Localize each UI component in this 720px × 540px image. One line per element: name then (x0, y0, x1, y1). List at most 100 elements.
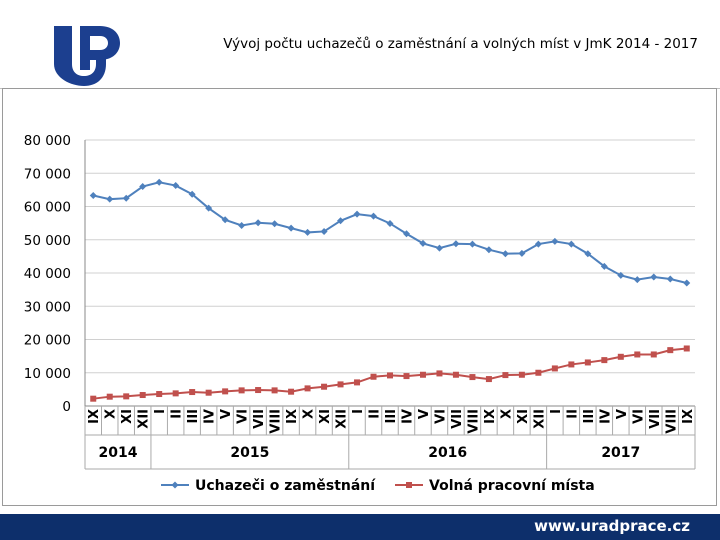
data-point (683, 279, 691, 287)
y-tick-label: 0 (62, 399, 71, 415)
y-tick-label: 40 000 (24, 266, 71, 282)
data-point (469, 374, 476, 381)
x-tick-label: VIII (466, 409, 481, 434)
data-point (337, 381, 344, 388)
data-point (353, 210, 361, 218)
x-tick-label: II (565, 409, 580, 419)
data-point (370, 212, 378, 220)
x-tick-label: IX (285, 409, 300, 424)
y-tick-label: 60 000 (24, 200, 71, 216)
data-point (419, 371, 426, 378)
data-point (468, 240, 476, 248)
data-point (601, 357, 608, 364)
data-point (90, 395, 97, 402)
data-point (287, 224, 295, 232)
x-tick-label: IX (681, 409, 696, 424)
x-tick-label: V (219, 409, 234, 419)
data-point (518, 249, 526, 257)
data-point (188, 190, 196, 198)
year-label: 2014 (98, 445, 137, 461)
data-point (205, 204, 213, 212)
x-tick-label: VI (236, 409, 251, 424)
y-tick-label: 70 000 (24, 166, 71, 182)
year-label: 2015 (230, 445, 269, 461)
data-point (551, 365, 558, 372)
x-tick-label: III (384, 409, 399, 424)
legend-swatch-marker (406, 482, 412, 488)
data-point (122, 194, 130, 202)
data-point (189, 389, 196, 396)
data-point (255, 387, 262, 394)
x-tick-label: IX (87, 409, 102, 424)
x-tick-label: XI (120, 409, 135, 424)
data-point (485, 246, 493, 254)
data-point (452, 371, 459, 378)
data-point (238, 387, 245, 394)
line-chart: 0 10 000 20 000 30 000 40 000 50 000 60 000 70 … (24, 133, 696, 494)
data-point (683, 345, 690, 352)
data-point (435, 244, 443, 252)
y-tick-label: 10 000 (24, 366, 71, 382)
data-point (436, 370, 443, 377)
data-point (387, 372, 393, 379)
x-tick-label: VIII (664, 409, 679, 434)
x-tick-label: V (417, 409, 432, 419)
x-tick-label: VIII (269, 409, 284, 434)
data-point (502, 372, 509, 379)
footer-bar: www.uradprace.cz (0, 514, 720, 540)
data-point (634, 351, 641, 358)
y-tick-label: 30 000 (24, 299, 71, 315)
x-tick-label: IX (483, 409, 498, 424)
data-point (419, 239, 427, 247)
data-point (650, 273, 658, 281)
chart-area: 0 10 000 20 000 30 000 40 000 50 000 60 000 70 … (2, 88, 717, 506)
data-point (172, 390, 179, 397)
data-point (106, 393, 113, 400)
legend-label: Volná pracovní místa (429, 478, 595, 494)
y-tick-label: 20 000 (24, 333, 71, 349)
data-point (567, 240, 575, 248)
data-point (485, 376, 492, 383)
footer-url[interactable]: www.uradprace.cz (534, 517, 690, 535)
x-tick-label: II (368, 409, 383, 419)
year-label: 2017 (601, 445, 640, 461)
data-point (271, 220, 279, 228)
data-point (337, 217, 345, 225)
legend-swatch-marker (171, 481, 179, 489)
data-point (534, 240, 542, 248)
y-tick-label: 80 000 (24, 133, 71, 149)
data-point (304, 385, 311, 392)
y-tick-label: 50 000 (24, 233, 71, 249)
data-point (222, 388, 229, 395)
x-tick-label: XI (318, 409, 333, 424)
data-point (139, 183, 147, 191)
data-point (288, 388, 295, 395)
data-point (320, 227, 328, 235)
data-point (354, 379, 361, 386)
data-point (386, 219, 394, 227)
x-tick-label: VII (450, 409, 465, 429)
x-tick-label: X (104, 409, 119, 419)
up-logo-icon (50, 20, 122, 88)
x-tick-label: VII (648, 409, 663, 429)
series-line-0 (93, 181, 687, 284)
data-point (452, 240, 460, 248)
data-point (568, 361, 575, 368)
x-tick-label: III (186, 409, 201, 424)
data-point (551, 237, 559, 245)
data-point (403, 373, 410, 380)
data-point (666, 275, 674, 283)
x-tick-label: I (153, 409, 168, 414)
x-tick-label: X (302, 409, 317, 419)
x-tick-label: XI (516, 409, 531, 424)
data-point (155, 178, 163, 186)
x-tick-label: IV (400, 409, 415, 424)
x-tick-label: I (351, 409, 366, 414)
legend-label: Uchazeči o zaměstnání (195, 478, 376, 494)
x-tick-label: VI (433, 409, 448, 424)
data-point (584, 250, 592, 258)
data-point (535, 369, 542, 376)
x-tick-label: XII (335, 409, 350, 429)
data-point (617, 353, 624, 360)
data-point (600, 262, 608, 270)
